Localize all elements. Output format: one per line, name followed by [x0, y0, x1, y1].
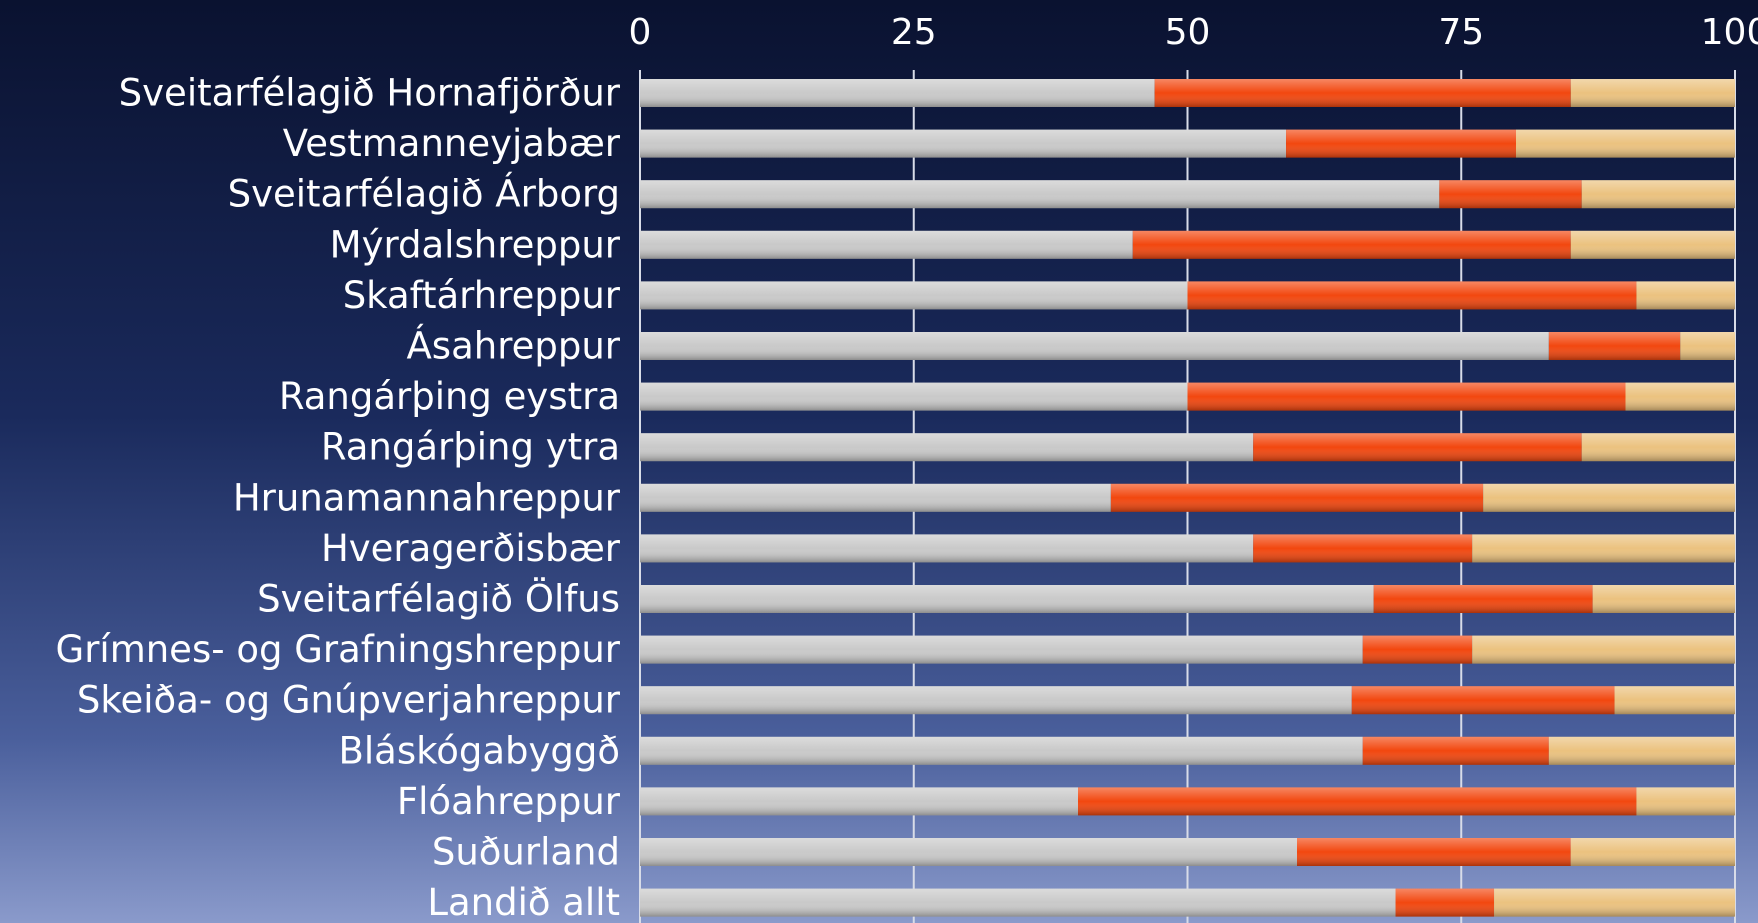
bar-segment	[1516, 129, 1735, 158]
bar-segment	[1253, 433, 1582, 462]
bar-segment	[1680, 332, 1735, 360]
bar-segment	[1362, 635, 1473, 664]
x-tick-label: 50	[1165, 12, 1211, 53]
x-tick-label: 75	[1438, 12, 1484, 53]
bar-segment	[640, 382, 1188, 411]
y-tick-label: Rangárþing ytra	[321, 426, 620, 469]
y-tick-label: Bláskógabyggð	[338, 729, 620, 772]
bar-segment	[1373, 585, 1593, 613]
bar-segment	[1614, 686, 1735, 715]
bar-segment	[640, 281, 1188, 310]
bar-segment	[1581, 433, 1735, 462]
bar-segment	[1362, 736, 1549, 765]
bar-segment	[640, 332, 1549, 360]
bar-segment	[1110, 483, 1484, 512]
bar-segment	[640, 180, 1440, 209]
bar-segment	[1351, 686, 1615, 715]
y-tick-label: Skaftárhreppur	[343, 274, 621, 317]
bar-segment	[1439, 180, 1582, 209]
y-tick-label: Suðurland	[432, 831, 620, 874]
bar-segment	[640, 787, 1078, 816]
bar-segment	[1154, 79, 1571, 107]
bar-segment	[640, 838, 1297, 866]
bar-segment	[1078, 787, 1637, 816]
y-tick-label: Rangárþing eystra	[279, 375, 620, 418]
y-tick-label: Vestmanneyjabær	[283, 122, 621, 165]
y-tick-label: Ásahreppur	[406, 324, 620, 368]
bar-segment	[1592, 585, 1735, 613]
y-tick-label: Grímnes- og Grafningshreppur	[56, 628, 621, 671]
bar-segment	[1570, 838, 1735, 866]
y-tick-label: Sveitarfélagið Hornafjörður	[119, 72, 621, 115]
bar-segment	[1625, 382, 1735, 411]
y-tick-label: Hveragerðisbær	[321, 527, 621, 570]
bar-segment	[1581, 180, 1735, 209]
bar-segment	[1286, 129, 1516, 158]
bar-segment	[1494, 888, 1735, 917]
bar-segment	[640, 736, 1363, 765]
bar-segment	[1570, 79, 1735, 107]
bar-segment	[640, 585, 1374, 613]
bar-segment	[1187, 382, 1626, 411]
bar-segment	[640, 433, 1254, 462]
y-tick-label: Sveitarfélagið Ölfus	[257, 578, 620, 621]
bar-segment	[640, 686, 1352, 715]
bar-segment	[640, 534, 1254, 563]
bar-segment	[1636, 281, 1735, 310]
bar-segment	[640, 230, 1133, 259]
bar-segment	[640, 129, 1287, 158]
bar-segment	[640, 483, 1111, 512]
y-tick-label: Landið allt	[427, 881, 620, 923]
bar-segment	[1548, 332, 1681, 360]
x-tick-label: 25	[891, 12, 937, 53]
bar-segment	[640, 888, 1396, 917]
y-tick-label: Skeiða- og Gnúpverjahreppur	[77, 679, 621, 722]
y-tick-label: Hrunamannahreppur	[233, 476, 621, 519]
bar-segment	[640, 635, 1363, 664]
bar-segment	[1132, 230, 1571, 259]
bar-segment	[1548, 736, 1735, 765]
y-tick-label: Sveitarfélagið Árborg	[228, 172, 620, 216]
y-tick-label: Flóahreppur	[397, 780, 621, 823]
bar-segment	[1472, 635, 1735, 664]
bar-segment	[640, 79, 1155, 107]
bar-segment	[1297, 838, 1571, 866]
bar-segment	[1253, 534, 1473, 563]
bar-segment	[1187, 281, 1637, 310]
y-tick-label: Mýrdalshreppur	[330, 223, 621, 266]
bar-segment	[1570, 230, 1735, 259]
bar-segment	[1636, 787, 1735, 816]
bar-segment	[1483, 483, 1735, 512]
bar-segment	[1395, 888, 1495, 917]
x-tick-label: 0	[629, 12, 652, 53]
bar-segment	[1472, 534, 1735, 563]
x-tick-label: 100	[1701, 12, 1758, 53]
